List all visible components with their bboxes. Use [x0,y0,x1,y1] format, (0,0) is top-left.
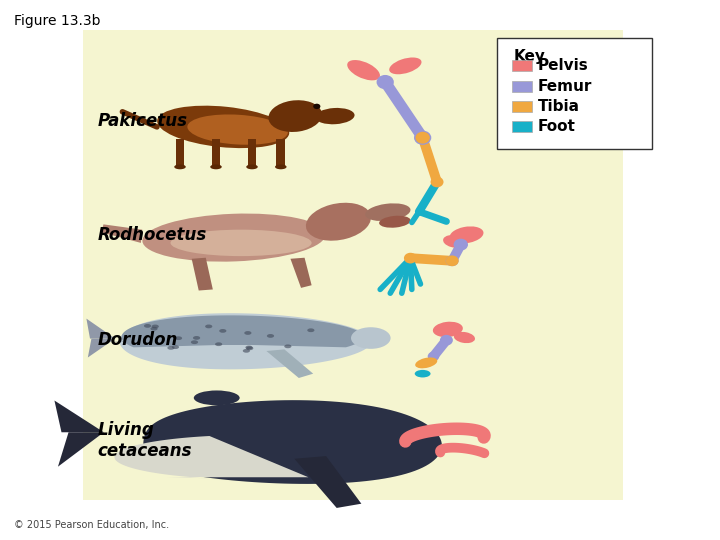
Text: © 2015 Pearson Education, Inc.: © 2015 Pearson Education, Inc. [14,520,169,530]
Text: Pelvis: Pelvis [538,58,588,73]
Ellipse shape [143,213,325,262]
Ellipse shape [351,327,391,349]
Ellipse shape [315,108,354,124]
Bar [512,122,532,132]
Ellipse shape [347,60,380,80]
Text: Pakicetus: Pakicetus [97,112,187,131]
Ellipse shape [269,100,322,132]
Ellipse shape [306,202,371,241]
Bar [512,60,532,71]
Bar [248,139,256,166]
Bar [212,139,220,166]
Bar [276,139,285,166]
Ellipse shape [313,104,320,109]
Ellipse shape [414,131,431,145]
Ellipse shape [415,132,430,144]
Text: Living
cetaceans: Living cetaceans [97,421,192,460]
Ellipse shape [172,345,179,349]
Ellipse shape [174,164,186,169]
Ellipse shape [191,340,198,344]
Ellipse shape [431,177,444,187]
Ellipse shape [446,255,459,266]
Ellipse shape [144,324,151,328]
Ellipse shape [150,327,158,330]
Bar [512,80,532,91]
Ellipse shape [157,106,289,148]
Ellipse shape [171,230,312,256]
Polygon shape [86,319,115,339]
Text: Femur: Femur [538,79,593,93]
Text: Dorudon: Dorudon [97,331,178,349]
Polygon shape [104,315,364,347]
Ellipse shape [404,253,417,264]
Polygon shape [55,401,104,432]
Bar [512,101,532,112]
Polygon shape [294,456,361,508]
Ellipse shape [210,164,222,169]
Polygon shape [114,436,308,478]
Text: Tibia: Tibia [538,99,580,114]
Ellipse shape [246,164,258,169]
Ellipse shape [440,335,453,346]
Ellipse shape [193,336,200,340]
Ellipse shape [379,215,410,228]
Ellipse shape [365,204,410,221]
Ellipse shape [246,347,253,350]
Ellipse shape [244,331,251,335]
Ellipse shape [454,239,468,251]
Ellipse shape [415,370,431,377]
Ellipse shape [267,334,274,338]
Ellipse shape [454,332,475,343]
Ellipse shape [187,114,288,145]
Ellipse shape [219,329,226,333]
Ellipse shape [215,342,222,346]
Ellipse shape [390,57,421,75]
Ellipse shape [246,346,253,349]
FancyBboxPatch shape [497,38,652,148]
Text: Key: Key [513,49,545,64]
FancyBboxPatch shape [83,30,623,500]
Ellipse shape [152,325,159,328]
Ellipse shape [428,352,439,361]
Polygon shape [143,400,442,484]
Polygon shape [266,349,313,378]
Polygon shape [120,313,372,369]
Ellipse shape [243,349,250,353]
Ellipse shape [377,75,394,89]
Text: Rodhocetus: Rodhocetus [97,226,207,244]
Ellipse shape [433,322,463,337]
Text: Figure 13.3b: Figure 13.3b [14,14,101,28]
Polygon shape [58,432,104,467]
Ellipse shape [167,346,174,350]
Ellipse shape [275,164,287,169]
Ellipse shape [284,345,292,348]
Polygon shape [290,258,312,288]
Ellipse shape [443,235,464,248]
Polygon shape [102,225,143,243]
Ellipse shape [415,357,437,368]
Ellipse shape [307,328,315,332]
Ellipse shape [175,336,182,340]
Polygon shape [192,258,213,291]
Ellipse shape [194,390,240,406]
Ellipse shape [446,255,459,266]
Polygon shape [88,339,115,357]
Ellipse shape [205,325,212,328]
Ellipse shape [449,226,484,244]
Text: Foot: Foot [538,119,576,134]
Bar [176,139,184,166]
